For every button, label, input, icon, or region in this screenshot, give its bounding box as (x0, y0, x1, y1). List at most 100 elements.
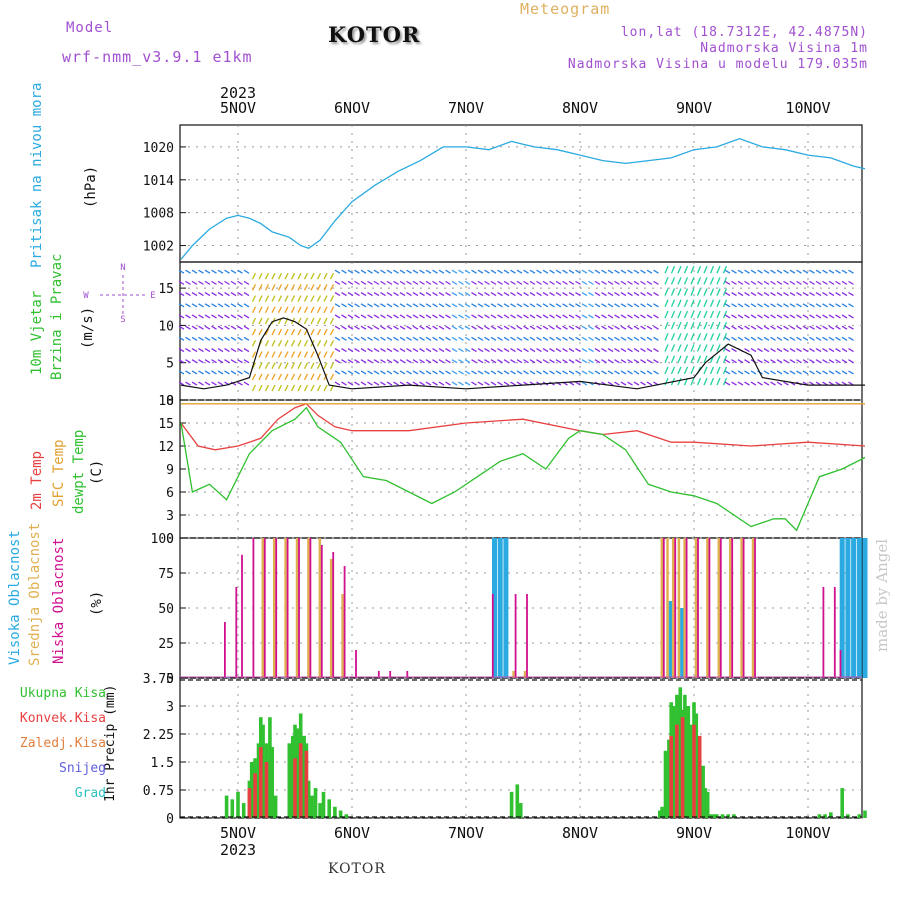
wind-barb (393, 359, 399, 364)
wind-barb (709, 265, 715, 274)
wind-barb (497, 325, 503, 330)
precip-legend-item: Snijeg (59, 761, 106, 776)
wind-barb (477, 269, 484, 274)
wind-barb (412, 359, 419, 364)
wind-barb (588, 314, 594, 319)
cloud-bar (851, 538, 857, 678)
wind-barb (451, 381, 458, 386)
wind-barb (471, 370, 477, 375)
precip-bar (259, 747, 263, 818)
wind-barb (438, 336, 445, 341)
wind-barb (633, 336, 640, 341)
wind-barb (828, 280, 835, 285)
wind-speed-line (180, 317, 865, 390)
wind-barb (614, 292, 620, 297)
y-tick-label: 2.25 (143, 728, 174, 743)
wind-barb (796, 325, 802, 330)
wind-barb (380, 303, 386, 308)
wind-barb (258, 317, 263, 325)
wind-barb (497, 370, 503, 375)
wind-barb (835, 336, 841, 341)
x-day-label-top: 10NOV (785, 99, 830, 117)
wind-barb (575, 370, 581, 375)
wind-barb (731, 370, 737, 375)
wind-barb (198, 303, 204, 308)
wind-barb (303, 272, 309, 280)
wind-barb (438, 347, 445, 353)
wind-barb (607, 303, 614, 308)
cloud-bar (503, 538, 509, 678)
wind-barb (277, 351, 283, 358)
wind-barb (438, 292, 445, 297)
wind-barb (484, 325, 490, 330)
precip-bar (660, 806, 664, 818)
wind-barb (237, 359, 243, 364)
cloud-bar (708, 538, 711, 678)
precip-bar (327, 799, 331, 818)
wind-barb (310, 351, 315, 358)
wind-barb (316, 362, 322, 369)
wind-barb (484, 336, 490, 341)
wind-barb (802, 359, 809, 364)
wind-barb (562, 292, 568, 297)
wind-barb (607, 347, 614, 353)
wind-barb (503, 359, 510, 364)
cloud-bar (845, 538, 851, 678)
wind-barb (243, 280, 250, 285)
wind-barb (211, 280, 217, 285)
wind-barb (683, 321, 689, 330)
y-tick-label: 0 (166, 394, 174, 409)
wind-barb (601, 269, 607, 274)
wind-barb (258, 284, 263, 291)
wind-barb (329, 373, 335, 381)
wind-barb (198, 359, 204, 364)
wind-barb (549, 280, 555, 285)
wind-barb (516, 314, 523, 319)
wind-barb (646, 280, 653, 285)
wind-barb (549, 269, 555, 274)
wind-barb (653, 314, 659, 319)
wind-barb (185, 336, 191, 341)
wind-barb (412, 325, 419, 330)
x-day-label-top: 7NOV (448, 99, 484, 117)
x-year-label-bottom: 2023 (220, 841, 256, 859)
wind-barb (677, 310, 682, 319)
wind-barb (750, 269, 757, 274)
wind-barb (633, 370, 640, 375)
wind-barb (523, 370, 529, 375)
wind-barb (204, 325, 211, 330)
wind-barb (815, 269, 822, 274)
wind-barb (386, 370, 393, 375)
wind-barb (178, 325, 185, 330)
wind-barb (722, 288, 728, 296)
wind-barb (490, 269, 497, 274)
wind-barb (224, 280, 230, 285)
wind-barb (529, 292, 536, 297)
wind-barb (542, 359, 549, 364)
wind-barb (477, 336, 484, 341)
wind-barb (367, 280, 373, 285)
wind-barb (677, 366, 682, 375)
wind-barb (696, 310, 702, 319)
wind-barb (185, 280, 191, 285)
wind-barb (191, 370, 198, 375)
wind-barb (329, 284, 335, 291)
wind-barb (763, 325, 770, 330)
wind-barb (438, 381, 445, 386)
precip-bar (671, 706, 676, 818)
compass-e: E (150, 291, 155, 301)
wind-barb (432, 347, 438, 353)
wind-barb (399, 381, 406, 386)
wind-barb (329, 306, 335, 314)
precip-legend-item: Zaledj.Kisa (19, 736, 106, 751)
wind-barb (334, 269, 341, 274)
wind-barb (458, 381, 464, 386)
wind-barb (731, 292, 737, 297)
wind-barb (185, 325, 191, 330)
wind-barb (516, 336, 523, 341)
wind-barb (510, 347, 516, 353)
wind-barb (303, 306, 309, 314)
wind-barb (419, 314, 425, 319)
wind-barb (393, 370, 399, 375)
wind-barb (614, 336, 620, 341)
